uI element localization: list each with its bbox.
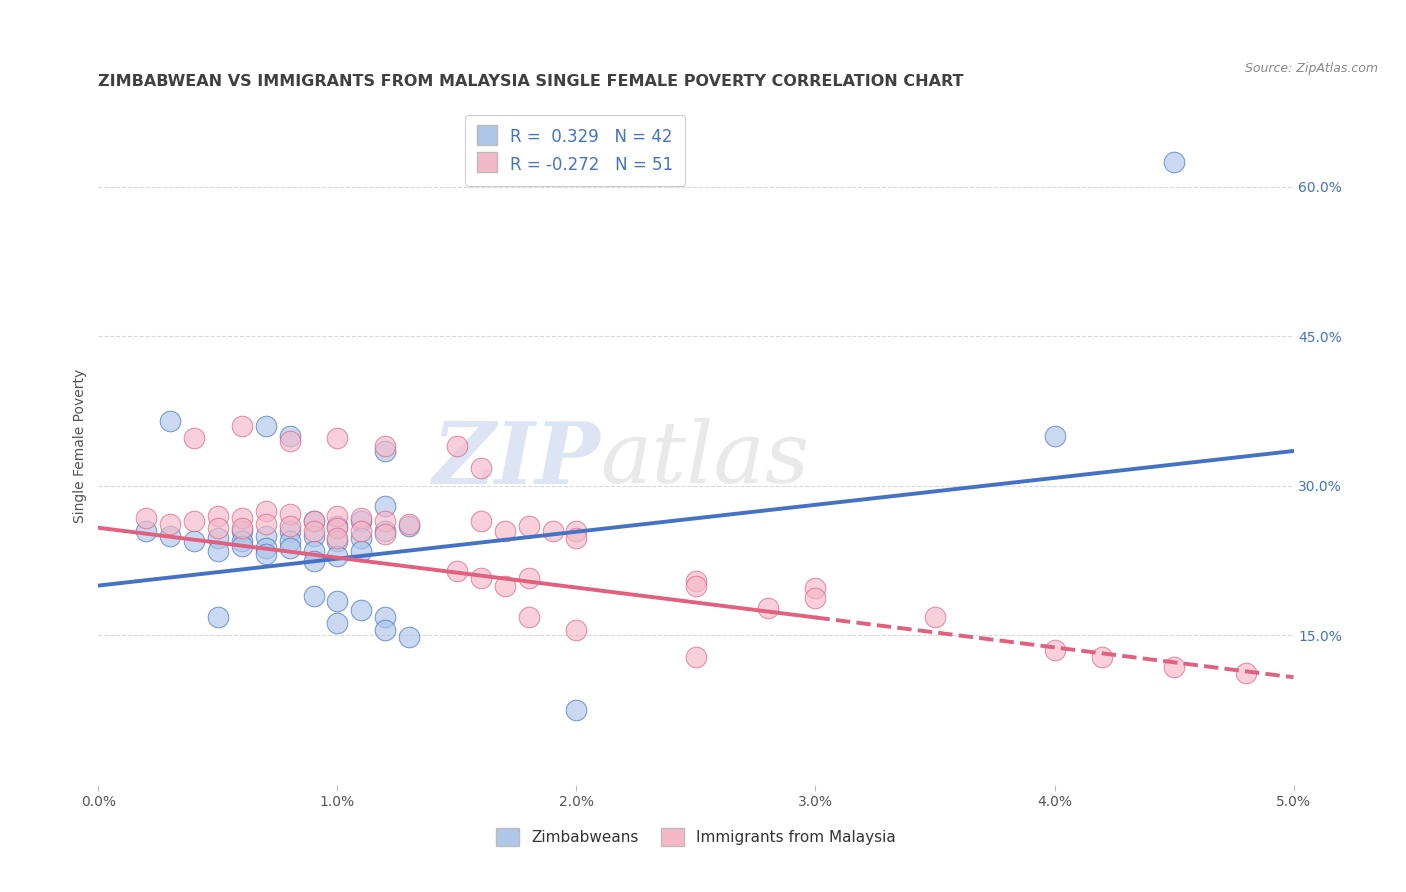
Text: ZIMBABWEAN VS IMMIGRANTS FROM MALAYSIA SINGLE FEMALE POVERTY CORRELATION CHART: ZIMBABWEAN VS IMMIGRANTS FROM MALAYSIA S… (98, 74, 965, 89)
Point (159, 529, 181, 543)
Point (302, 529, 325, 543)
Point (326, 508, 349, 523)
Y-axis label: Single Female Poverty: Single Female Poverty (73, 369, 87, 523)
Point (565, 524, 588, 538)
Point (470, 571, 492, 585)
Point (685, 650, 707, 665)
Point (183, 514, 205, 528)
Point (159, 516, 181, 531)
Point (231, 539, 253, 553)
Point (350, 524, 373, 538)
Point (1091, 650, 1114, 665)
Point (326, 431, 349, 445)
Point (159, 414, 181, 428)
Point (565, 624, 588, 638)
Point (278, 429, 301, 443)
Point (374, 514, 396, 528)
Point (326, 616, 349, 631)
Point (1043, 429, 1066, 443)
Point (541, 524, 564, 538)
Point (374, 499, 396, 513)
Point (685, 574, 707, 588)
Point (183, 431, 205, 445)
Point (470, 514, 492, 528)
Point (374, 610, 396, 624)
Point (326, 593, 349, 607)
Point (685, 578, 707, 592)
Point (517, 610, 540, 624)
Point (302, 524, 325, 538)
Point (254, 516, 277, 531)
Point (804, 591, 827, 605)
Point (302, 554, 325, 568)
Point (326, 518, 349, 533)
Point (207, 543, 229, 558)
Point (302, 514, 325, 528)
Point (231, 510, 253, 524)
Point (374, 526, 396, 541)
Point (207, 610, 229, 624)
Point (254, 504, 277, 518)
Point (231, 521, 253, 535)
Point (278, 507, 301, 521)
Point (374, 439, 396, 453)
Point (756, 600, 779, 615)
Point (254, 547, 277, 561)
Point (326, 521, 349, 535)
Point (231, 524, 253, 538)
Point (302, 543, 325, 558)
Point (565, 531, 588, 545)
Point (326, 533, 349, 548)
Point (446, 439, 468, 453)
Point (517, 518, 540, 533)
Point (231, 533, 253, 548)
Legend: Zimbabweans, Immigrants from Malaysia: Zimbabweans, Immigrants from Malaysia (489, 822, 903, 852)
Point (183, 533, 205, 548)
Point (924, 610, 946, 624)
Point (565, 703, 588, 717)
Text: ZIP: ZIP (433, 417, 600, 501)
Point (254, 529, 277, 543)
Point (135, 524, 157, 538)
Point (326, 531, 349, 545)
Point (1163, 154, 1185, 169)
Point (231, 419, 253, 434)
Text: Source: ZipAtlas.com: Source: ZipAtlas.com (1244, 62, 1378, 76)
Point (278, 524, 301, 538)
Point (398, 631, 420, 645)
Point (804, 581, 827, 595)
Point (494, 578, 516, 592)
Point (302, 589, 325, 603)
Point (278, 434, 301, 448)
Point (374, 524, 396, 538)
Point (278, 518, 301, 533)
Point (374, 444, 396, 458)
Point (350, 603, 373, 617)
Point (326, 549, 349, 563)
Point (350, 531, 373, 545)
Point (350, 510, 373, 524)
Point (517, 571, 540, 585)
Point (1163, 660, 1185, 674)
Point (374, 624, 396, 638)
Point (398, 516, 420, 531)
Point (398, 518, 420, 533)
Point (278, 541, 301, 555)
Point (350, 514, 373, 528)
Point (1043, 643, 1066, 657)
Point (1234, 666, 1257, 681)
Point (350, 543, 373, 558)
Point (207, 531, 229, 545)
Point (278, 533, 301, 548)
Point (470, 461, 492, 475)
Text: atlas: atlas (600, 418, 810, 501)
Point (494, 524, 516, 538)
Point (207, 508, 229, 523)
Point (207, 521, 229, 535)
Point (302, 514, 325, 528)
Point (254, 419, 277, 434)
Point (254, 541, 277, 555)
Point (446, 564, 468, 578)
Point (135, 510, 157, 524)
